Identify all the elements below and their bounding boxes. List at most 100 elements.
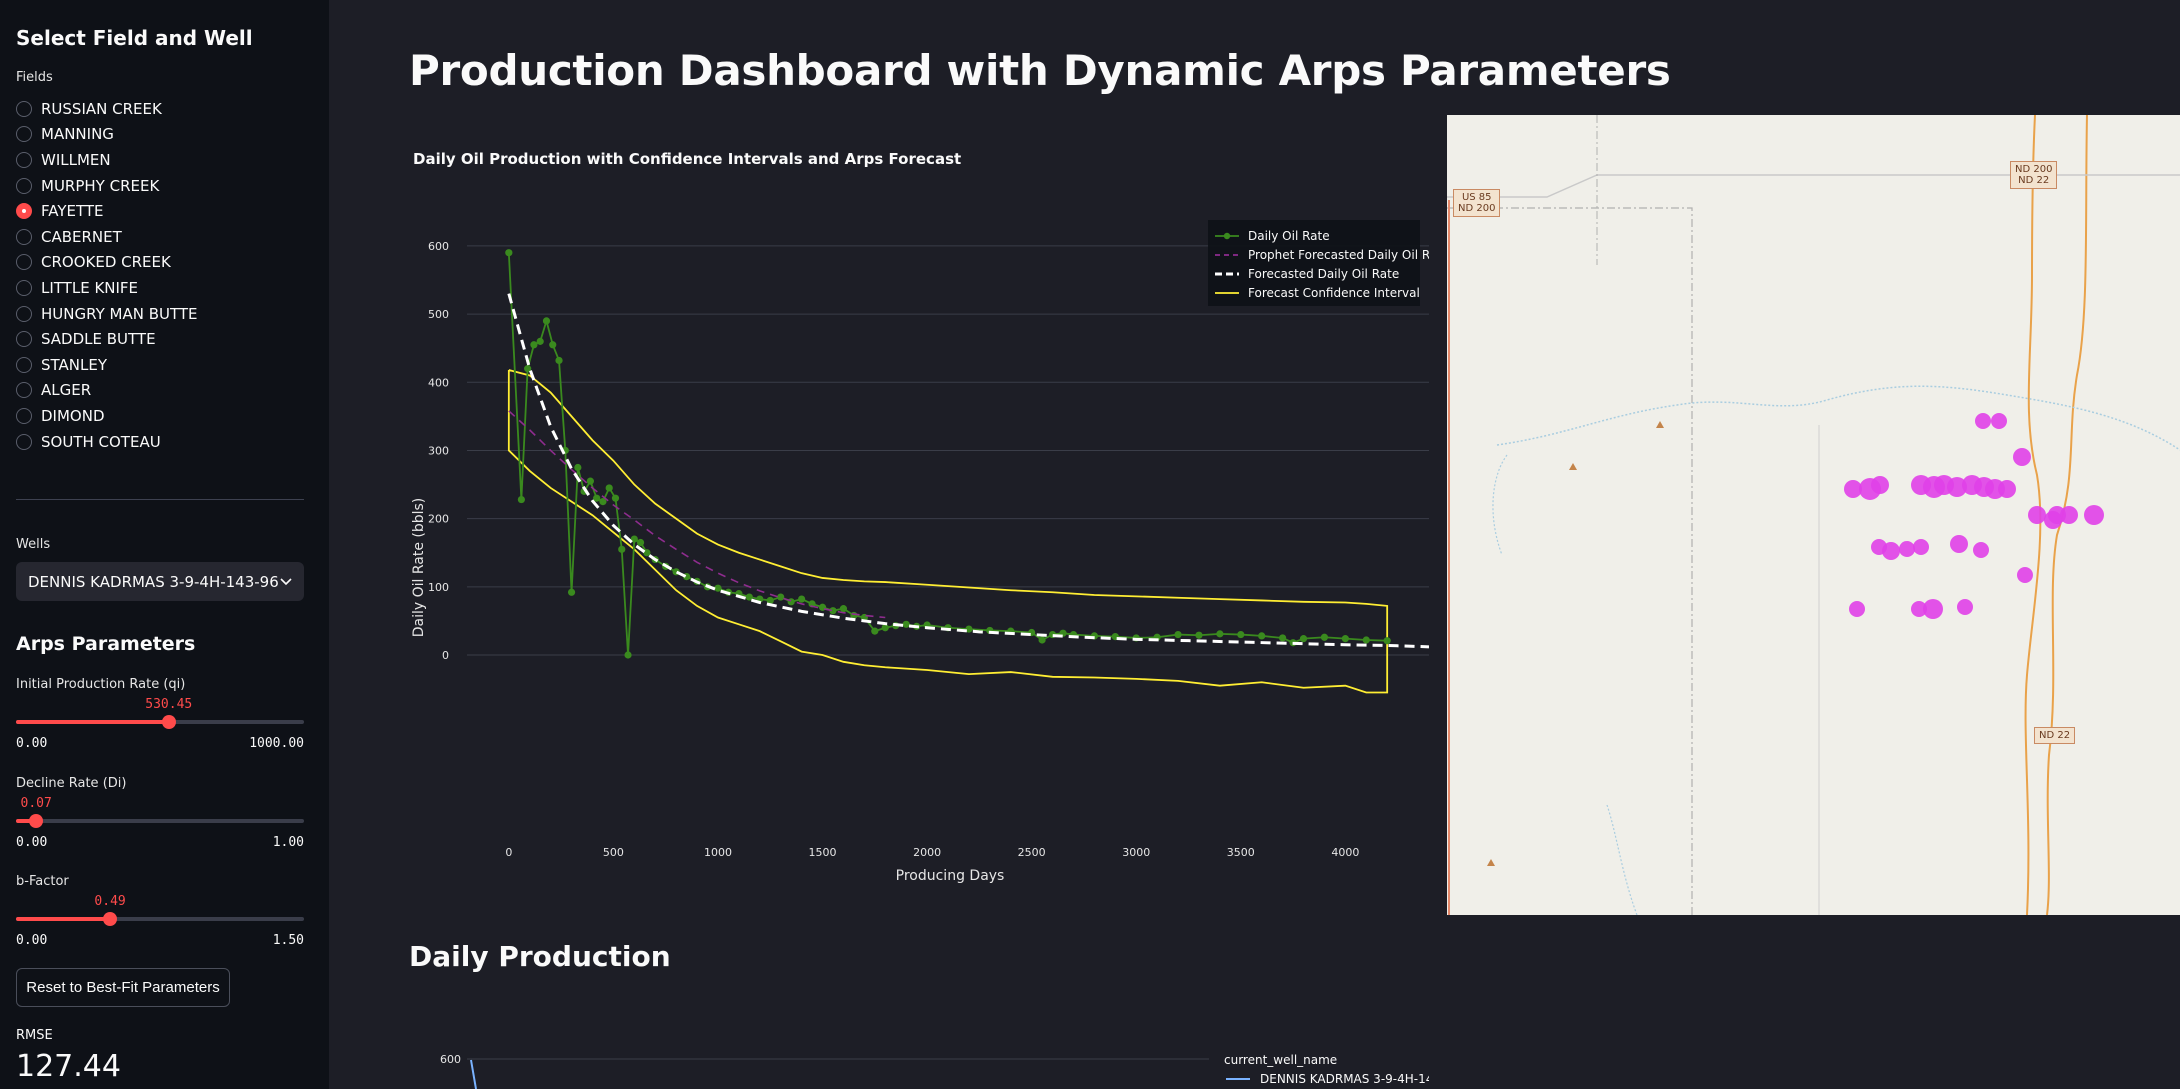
radio-circle-icon[interactable] [16, 100, 32, 117]
daily-oil-point[interactable] [599, 497, 607, 506]
confidence-interval-series[interactable] [507, 369, 1389, 694]
daily-oil-point[interactable] [505, 249, 513, 257]
field-radio-murphy-creek[interactable]: MURPHY CREEK [16, 173, 198, 199]
daily-oil-point[interactable] [1038, 636, 1046, 644]
b-factor-slider-thumb[interactable] [103, 912, 118, 926]
field-radio-russian-creek[interactable]: RUSSIAN CREEK [16, 96, 198, 122]
daily-oil-point[interactable] [902, 620, 910, 628]
daily-oil-point[interactable] [965, 625, 973, 633]
well-marker[interactable] [1950, 535, 1968, 553]
daily-oil-point[interactable] [798, 595, 806, 603]
legend-entry[interactable]: Forecast Confidence Interval [1248, 286, 1420, 300]
well-marker[interactable] [1975, 413, 1991, 429]
daily-oil-point[interactable] [517, 495, 525, 504]
field-radio-hungry-man-butte[interactable]: HUNGRY MAN BUTTE [16, 301, 198, 327]
daily-oil-point[interactable] [1383, 637, 1391, 645]
daily-oil-point[interactable] [549, 341, 557, 349]
daily-oil-point[interactable] [1299, 635, 1308, 643]
daily-production-chart[interactable]: 600 current_well_name DENNIS KADRMAS 3-9-4… [409, 1040, 1429, 1089]
daily-oil-point[interactable] [745, 593, 753, 601]
radio-circle-icon[interactable] [16, 356, 32, 373]
well-marker[interactable] [2028, 506, 2046, 524]
radio-circle-icon[interactable] [16, 433, 32, 450]
field-radio-crooked-creek[interactable]: CROOKED CREEK [16, 250, 198, 276]
daily-oil-point[interactable] [586, 477, 594, 485]
prophet-forecast-series[interactable] [508, 410, 886, 619]
daily-oil-point[interactable] [624, 651, 632, 659]
arps-forecast-series[interactable] [507, 293, 1429, 649]
reset-best-fit-button[interactable]: Reset to Best-Fit Parameters [16, 968, 230, 1007]
daily-oil-point[interactable] [593, 494, 601, 502]
radio-circle-icon[interactable] [16, 203, 32, 220]
daily-oil-point[interactable] [777, 593, 785, 601]
well-marker[interactable] [1882, 542, 1900, 560]
well-marker[interactable] [1998, 480, 2016, 498]
radio-circle-icon[interactable] [16, 151, 32, 168]
daily-oil-point[interactable] [636, 538, 645, 547]
daily-oil-point[interactable] [808, 600, 816, 608]
well-marker[interactable] [2084, 505, 2104, 525]
daily-oil-point[interactable] [524, 365, 532, 373]
radio-circle-icon[interactable] [16, 279, 32, 296]
daily-oil-rate-series[interactable] [507, 252, 1388, 656]
daily-oil-point[interactable] [567, 588, 576, 596]
well-marker[interactable] [2048, 506, 2066, 524]
daily-oil-point[interactable] [611, 494, 620, 502]
b-factor-slider[interactable] [16, 912, 304, 926]
daily-oil-point[interactable] [1174, 630, 1182, 639]
daily-oil-point[interactable] [871, 627, 879, 635]
legend-entry[interactable]: Prophet Forecasted Daily Oil Rate [1248, 248, 1429, 262]
well-marker[interactable] [1899, 541, 1915, 557]
daily-oil-point[interactable] [881, 624, 889, 632]
well-location-map[interactable]: US 85 ND 200 ND 200 ND 22 ND 22 [1447, 115, 2180, 915]
daily-oil-point[interactable] [605, 484, 613, 492]
field-radio-manning[interactable]: MANNING [16, 122, 198, 148]
daily-oil-point[interactable] [1195, 631, 1203, 639]
legend-entry[interactable]: Daily Oil Rate [1248, 229, 1330, 243]
well-marker[interactable] [2013, 448, 2031, 466]
daily-oil-point[interactable] [1216, 630, 1224, 638]
legend-entry[interactable]: DENNIS KADRMAS 3-9-4H-143-96 [1260, 1072, 1429, 1086]
daily-oil-point[interactable] [829, 607, 837, 615]
field-radio-alger[interactable]: ALGER [16, 378, 198, 404]
qi-slider[interactable] [16, 715, 304, 729]
daily-oil-point[interactable] [1258, 632, 1266, 640]
production-series-line[interactable] [470, 1059, 477, 1089]
legend-entry[interactable]: Forecasted Daily Oil Rate [1248, 267, 1399, 281]
daily-oil-point[interactable] [542, 317, 551, 325]
daily-oil-point[interactable] [1237, 630, 1245, 639]
well-marker[interactable] [2017, 567, 2033, 583]
radio-circle-icon[interactable] [16, 126, 32, 143]
daily-oil-point[interactable] [618, 545, 626, 553]
radio-circle-icon[interactable] [16, 177, 32, 194]
field-radio-fayette[interactable]: FAYETTE [16, 198, 198, 224]
well-marker[interactable] [1844, 480, 1862, 498]
di-slider[interactable] [16, 814, 304, 828]
field-radio-little-knife[interactable]: LITTLE KNIFE [16, 275, 198, 301]
radio-circle-icon[interactable] [16, 331, 32, 348]
daily-oil-point[interactable] [1341, 635, 1349, 643]
daily-oil-point[interactable] [530, 341, 538, 349]
well-marker[interactable] [1947, 477, 1967, 497]
daily-oil-point[interactable] [536, 337, 544, 345]
field-radio-cabernet[interactable]: CABERNET [16, 224, 198, 250]
daily-oil-point[interactable] [839, 605, 848, 613]
wells-select[interactable]: DENNIS KADRMAS 3-9-4H-143-96 [16, 562, 304, 601]
well-markers-layer[interactable] [1447, 115, 2180, 915]
field-radio-willmen[interactable]: WILLMEN [16, 147, 198, 173]
daily-oil-chart[interactable]: Daily Oil Production with Confidence Int… [409, 140, 1429, 900]
radio-circle-icon[interactable] [16, 407, 32, 424]
di-slider-thumb[interactable] [29, 814, 44, 828]
well-marker[interactable] [1913, 539, 1929, 555]
daily-oil-point[interactable] [766, 596, 774, 605]
daily-oil-point[interactable] [714, 584, 722, 592]
daily-oil-point[interactable] [1320, 633, 1329, 641]
field-radio-south-coteau[interactable]: SOUTH COTEAU [16, 429, 198, 455]
well-marker[interactable] [1911, 601, 1927, 617]
well-marker[interactable] [1973, 542, 1989, 558]
radio-circle-icon[interactable] [16, 382, 32, 399]
daily-oil-point[interactable] [1362, 636, 1370, 644]
field-radio-dimond[interactable]: DIMOND [16, 403, 198, 429]
well-marker[interactable] [1923, 599, 1943, 619]
radio-circle-icon[interactable] [16, 305, 32, 322]
